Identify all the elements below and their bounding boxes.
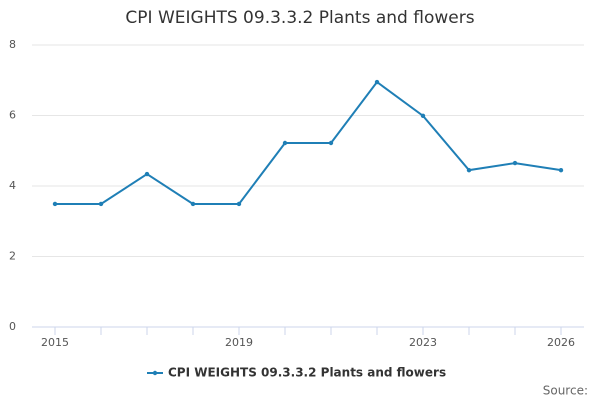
source: Source: <box>543 384 588 398</box>
y-tick-label: 0 <box>9 320 16 333</box>
y-tick-label: 8 <box>9 38 16 51</box>
point <box>512 160 518 166</box>
point <box>420 113 426 119</box>
line <box>55 80 562 205</box>
x-tick-label: 2015 <box>41 336 69 349</box>
point <box>236 201 242 207</box>
y-tick-label: 4 <box>9 179 16 192</box>
point <box>466 167 472 173</box>
chart-title: CPI WEIGHTS 09.3.3.2 Plants and flowers <box>125 8 474 28</box>
y-tick-label: 6 <box>9 109 16 122</box>
point <box>328 140 334 146</box>
point <box>190 201 196 207</box>
x-tick-label: 2026 <box>547 336 575 349</box>
y-tick-label: 2 <box>9 250 16 263</box>
point <box>52 201 58 207</box>
point <box>374 79 380 85</box>
x-tick-label: 2019 <box>225 336 253 349</box>
legend-symbol-dot <box>152 370 158 376</box>
point <box>98 201 104 207</box>
legend-label: CPI WEIGHTS 09.3.3.2 Plants and flowers <box>168 366 446 380</box>
point <box>558 167 564 173</box>
point <box>282 140 288 146</box>
x-tick-label: 2023 <box>409 336 437 349</box>
point <box>144 171 150 177</box>
